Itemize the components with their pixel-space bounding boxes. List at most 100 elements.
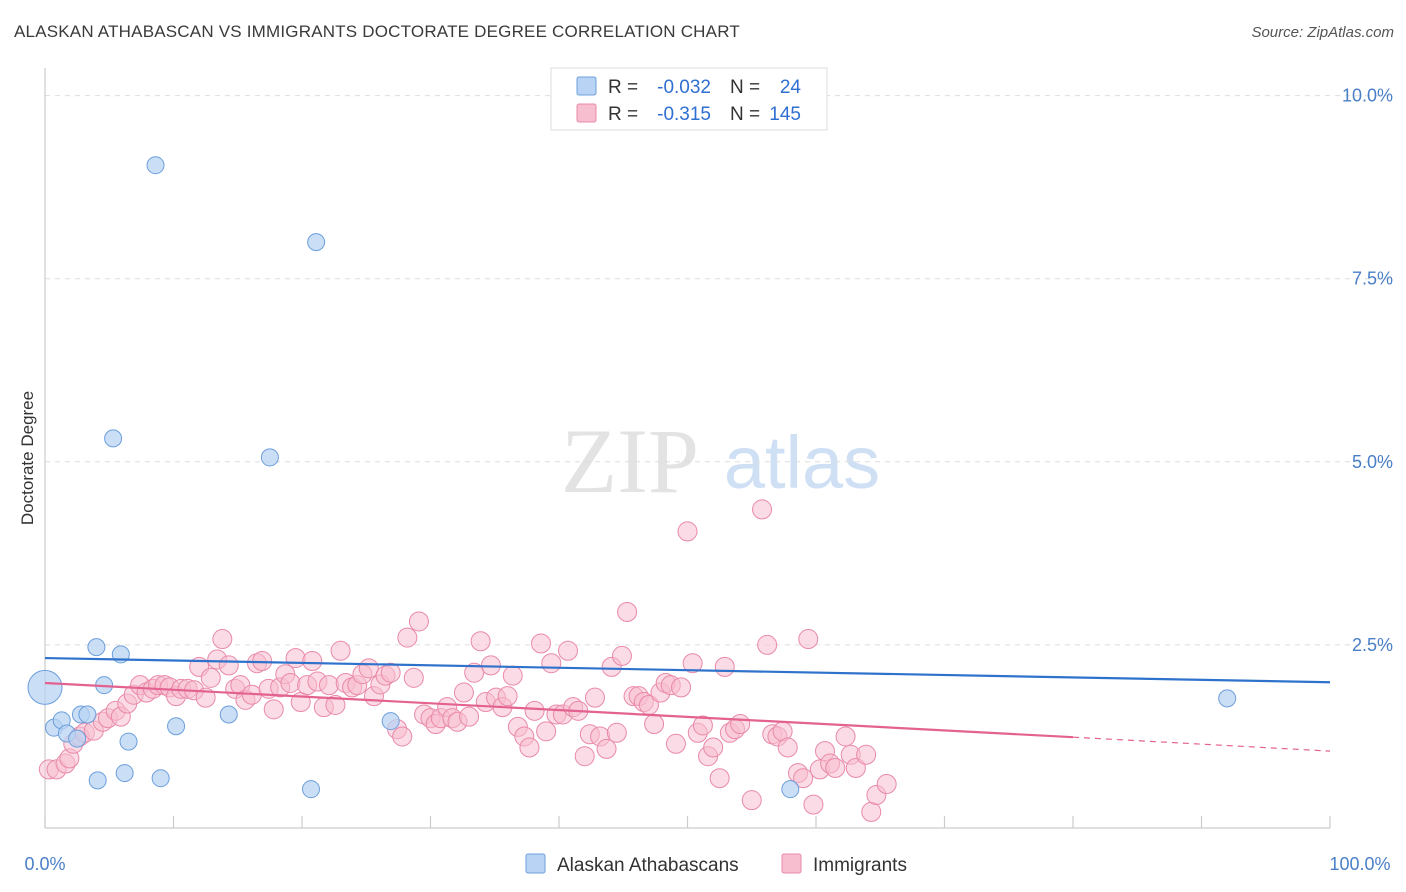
immigrants-point [280,672,301,693]
immigrants-point [263,699,284,720]
y-tick-label: 2.5% [1352,635,1393,655]
immigrants-point [803,794,824,815]
immigrants-point [330,640,351,661]
legend-n-label-1: N = [730,77,760,98]
immigrants-point [845,757,866,778]
immigrants-trend-extension [1072,736,1331,752]
immigrants-point [703,737,724,758]
immigrants-point [392,726,413,747]
immigrants-point [218,655,239,676]
athabascan-point [68,729,87,748]
immigrants-point [403,667,424,688]
gridlines [45,95,1392,646]
immigrants-point [856,744,877,765]
athabascan-point [146,156,165,175]
athabascan-point [115,764,134,783]
immigrants-point [541,653,562,674]
x-tick-label-max: 100.0% [1329,854,1390,874]
athabascan-point [104,429,123,448]
immigrants-point [665,733,686,754]
athabascan-trend-line [44,656,1331,684]
series-legend: Alaskan Athabascans Immigrants [525,853,907,876]
athabascan-point [1218,689,1237,708]
athabascan-point [151,769,170,788]
bottom-legend-swatch-blue [525,853,546,874]
y-axis-label: Doctorate Degree [18,391,37,525]
immigrants-point [777,737,798,758]
immigrants-point [574,746,595,767]
immigrants-point [358,658,379,679]
immigrants-point [459,706,480,727]
correlation-legend: R = -0.032 N = 24 R = -0.315 N = 145 [550,67,828,131]
immigrants-point [671,677,692,698]
legend-r-value-2: -0.315 [657,104,711,125]
immigrants-point [596,738,617,759]
bottom-legend-label-athabascans: Alaskan Athabascans [557,855,739,876]
immigrants-point [876,774,897,795]
immigrants-point [519,737,540,758]
athabascan-point [167,717,186,736]
immigrants-point [644,714,665,735]
legend-n-value-2: 145 [769,104,801,125]
x-tick-marks [44,816,1331,828]
immigrants-point [408,611,429,632]
y-tick-label: 5.0% [1352,452,1393,472]
immigrants-point [584,687,605,708]
immigrants-point [502,665,523,686]
source-label: Source: ZipAtlas.com [1251,24,1394,41]
athabascan-point [27,669,63,705]
athabascan-point [381,712,400,731]
bottom-legend-label-immigrants: Immigrants [813,855,907,876]
legend-r-value-1: -0.032 [657,77,711,98]
immigrants-point [752,499,773,520]
athabascan-point [78,705,97,724]
immigrants-point [798,629,819,650]
immigrants-point [464,662,485,683]
immigrants-point [380,662,401,683]
immigrants-point [524,700,545,721]
athabascan-point [307,233,326,252]
immigrants-point [730,714,751,735]
immigrants-point [861,801,882,822]
legend-n-value-1: 24 [780,77,802,98]
immigrants-point [709,768,730,789]
athabascan-point [87,638,106,657]
immigrants-point [611,645,632,666]
watermark-atlas: atlas [724,421,880,504]
immigrants-point [531,633,552,654]
immigrants-point [714,656,735,677]
legend-box [550,67,828,131]
immigrants-point [302,651,323,672]
x-tick-label-min: 0.0% [24,854,65,874]
y-tick-labels: 2.5% 5.0% 7.5% 10.0% [1342,86,1393,655]
athabascan-point [781,780,800,799]
athabascan-point [219,705,238,724]
immigrants-point [757,634,778,655]
athabascan-point [119,732,138,751]
immigrants-point [453,682,474,703]
trend-lines [44,656,1331,752]
immigrants-point [200,667,221,688]
legend-r-label-2: R = [608,104,638,125]
immigrants-point [741,790,762,811]
immigrants-trend-line [44,681,1074,739]
athabascan-point [260,448,279,467]
immigrants-point [325,694,346,715]
immigrants-point [793,768,814,789]
legend-n-label-2: N = [730,104,760,125]
y-tick-label: 10.0% [1342,86,1393,106]
immigrants-point [318,675,339,696]
athabascan-point [88,771,107,790]
immigrants-point [195,687,216,708]
bottom-legend-swatch-pink [781,853,802,874]
immigrants-point [285,648,306,669]
immigrants-point [682,653,703,674]
immigrants-point [692,715,713,736]
immigrants-point [557,640,578,661]
immigrants-point [606,722,627,743]
athabascan-points [27,156,1237,799]
immigrants-point [212,629,233,650]
immigrants-point [835,726,856,747]
immigrants-point [825,757,846,778]
